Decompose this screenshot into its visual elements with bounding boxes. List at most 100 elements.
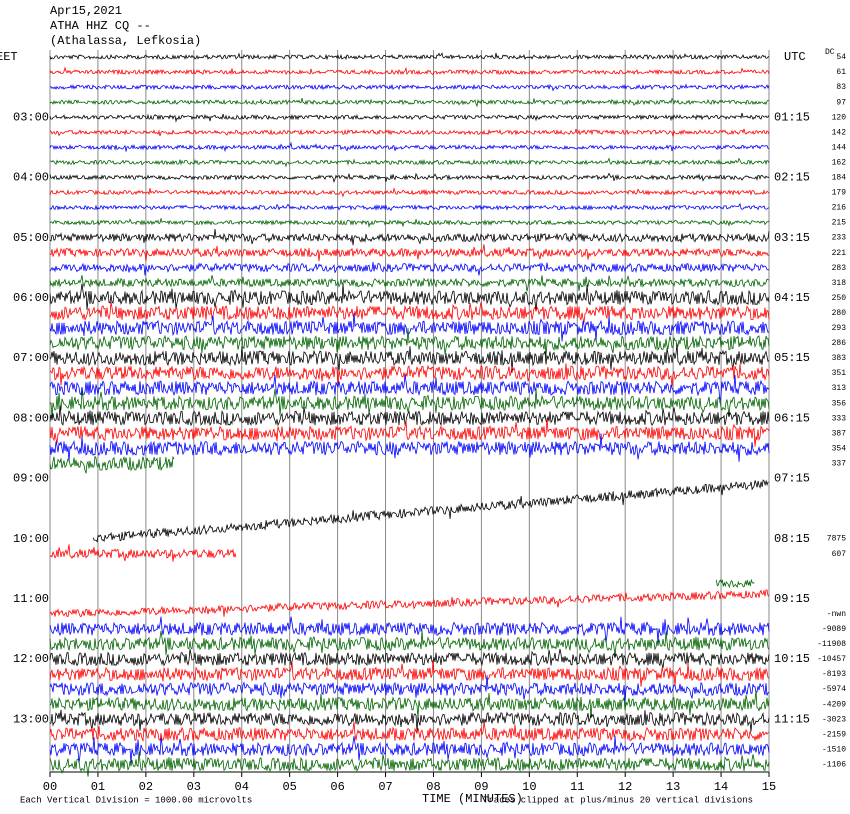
eet-label: 04:00 [13,171,49,185]
dc-label: 333 [832,414,847,423]
trace [49,187,770,198]
dc-label: -10457 [817,655,846,664]
dc-label: 54 [836,53,846,62]
dc-label: 293 [832,324,847,333]
title-line: Apr15,2021 [50,4,122,18]
trace [49,172,770,183]
eet-label: 11:00 [13,592,49,606]
dc-label: -1106 [822,760,846,769]
dc-label: 179 [832,189,847,198]
dc-label: 286 [832,339,847,348]
utc-label: 03:15 [774,231,810,245]
x-tick-label: 03 [187,780,201,794]
trace [49,83,770,92]
trace [49,274,770,292]
dc-label: -nwn [827,610,846,619]
dc-label: 387 [832,429,847,438]
dc-label: 356 [832,399,847,408]
utc-label: 09:15 [774,592,810,606]
dc-label: 383 [832,354,847,363]
dc-label: 313 [832,384,847,393]
eet-label: 05:00 [13,231,49,245]
dc-label: -3023 [822,715,846,724]
x-axis-label: TIME (MINUTES) [422,792,523,806]
dc-label: 607 [832,550,847,559]
trace [49,128,770,137]
dc-label: 144 [832,143,847,152]
trace [49,374,770,404]
eet-label: 10:00 [13,532,49,546]
x-tick-label: 05 [282,780,296,794]
utc-label: 02:15 [774,171,810,185]
dc-label: 280 [832,309,847,318]
trace [49,66,770,76]
trace [49,112,770,123]
trace [49,630,770,657]
trace [49,97,770,108]
dc-label: 162 [832,158,847,167]
trace [49,721,770,743]
trace [49,675,770,702]
trace [49,262,770,276]
eet-label: 13:00 [13,712,49,726]
trace [49,752,770,777]
dc-label: 337 [832,459,847,468]
dc-label: 7875 [827,535,846,544]
title-line: ATHA HHZ CQ -- [50,19,151,33]
dc-label: 283 [832,264,847,273]
dc-label: -9089 [822,625,846,634]
dc-label: -11908 [817,640,846,649]
dc-label: -5974 [822,685,846,694]
eet-label: 03:00 [13,110,49,124]
right-zone: UTC [784,50,806,64]
dc-label: 216 [832,204,847,213]
trace [49,52,770,61]
dc-label: 250 [832,294,847,303]
x-tick-label: 10 [522,780,536,794]
x-tick-label: 01 [91,780,105,794]
trace [92,479,769,543]
dc-label: 83 [836,83,846,92]
eet-label: 09:00 [13,472,49,486]
utc-label: 04:15 [774,291,810,305]
dc-label: 142 [832,128,847,137]
trace [49,648,770,669]
utc-label: 06:15 [774,411,810,425]
trace [49,690,770,719]
trace [49,418,770,447]
x-tick-label: 02 [139,780,153,794]
eet-label: 06:00 [13,291,49,305]
x-tick-label: 13 [666,780,680,794]
utc-label: 05:15 [774,351,810,365]
trace [49,388,770,418]
trace [49,229,770,246]
trace [49,328,770,357]
dc-label: -1510 [822,745,846,754]
eet-label: 12:00 [13,652,49,666]
trace [49,660,770,687]
trace [49,433,770,462]
dc-label: 221 [832,249,847,258]
dc-label: 354 [832,444,847,453]
dc-label: 215 [832,219,847,228]
x-tick-label: 12 [618,780,632,794]
dc-label: 351 [832,369,847,378]
utc-label: 07:15 [774,472,810,486]
trace [49,709,770,732]
x-tick-label: 09 [474,780,488,794]
x-tick-label: 11 [570,780,584,794]
dc-label: 97 [836,98,846,107]
trace [49,157,770,168]
utc-label: 11:15 [774,712,810,726]
eet-label: 08:00 [13,411,49,425]
dc-label: -2159 [822,730,846,739]
x-tick-label: 00 [43,780,57,794]
trace [49,735,770,764]
utc-label: 01:15 [774,110,810,124]
dc-label: 318 [832,279,847,288]
dc-label: 233 [832,234,847,243]
utc-label: 10:15 [774,652,810,666]
dc-label: 61 [836,68,846,77]
trace [49,283,770,312]
